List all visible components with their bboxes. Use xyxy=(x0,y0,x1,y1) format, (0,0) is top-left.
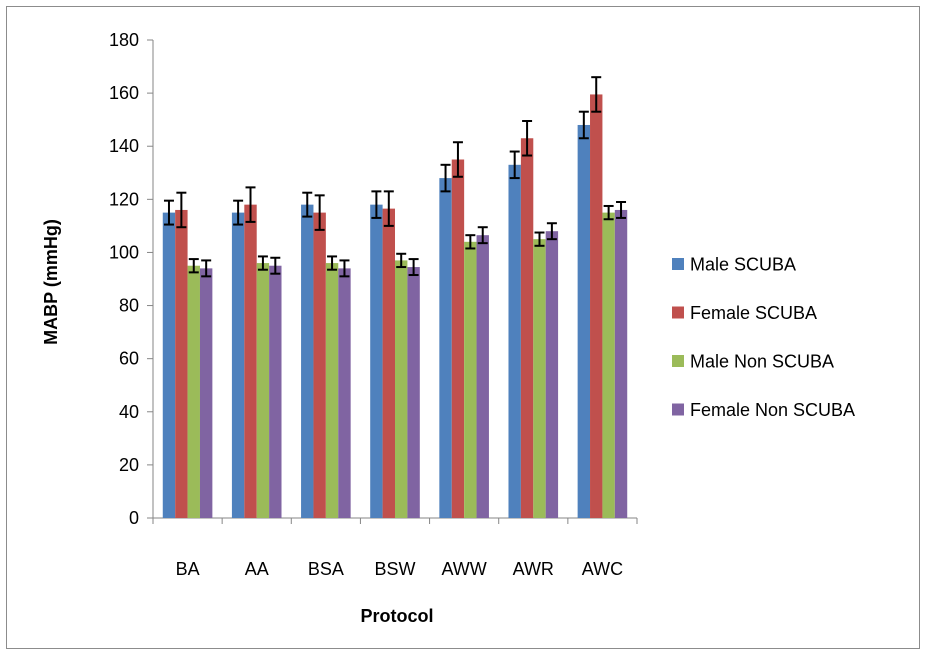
legend-swatch xyxy=(672,306,684,319)
bar xyxy=(199,268,213,518)
bar xyxy=(301,204,314,518)
y-tick-labels: 0 20 40 60 80 100 120 140 160 180 xyxy=(109,30,139,528)
bar xyxy=(476,235,489,518)
bar xyxy=(451,159,465,518)
bar xyxy=(370,204,383,518)
bar xyxy=(439,178,452,519)
bar xyxy=(590,94,603,518)
y-tick-label: 140 xyxy=(109,136,139,156)
error-bars xyxy=(163,76,627,278)
bars xyxy=(162,94,628,519)
bar xyxy=(269,265,282,518)
legend: Male SCUBA Female SCUBA Male Non SCUBA Fema… xyxy=(672,255,855,420)
y-axis-title: MABP (mmHg) xyxy=(41,219,61,345)
x-tick-label: BA xyxy=(176,559,200,579)
x-tick-label: BSW xyxy=(374,559,415,579)
y-tick-label: 120 xyxy=(109,189,139,209)
x-tick-label: AA xyxy=(245,559,269,579)
bar xyxy=(508,164,521,519)
bar xyxy=(577,124,591,518)
legend-swatch xyxy=(672,258,684,270)
bar xyxy=(407,267,420,518)
bar-chart: 0 20 40 60 80 100 120 140 160 180 BA AA BSA BSW AWW AW… xyxy=(41,30,855,626)
bar xyxy=(338,268,351,518)
y-tick-label: 80 xyxy=(119,296,139,316)
bar xyxy=(175,209,188,518)
y-tick-label: 60 xyxy=(119,349,139,369)
bar xyxy=(382,208,395,518)
bar xyxy=(325,263,339,518)
bar xyxy=(395,260,408,518)
legend-label: Male SCUBA xyxy=(690,255,796,275)
bar xyxy=(313,212,326,518)
x-tick-label: AWR xyxy=(513,559,554,579)
x-tick-label: BSA xyxy=(308,559,344,579)
bar xyxy=(162,212,176,518)
bar xyxy=(545,231,559,518)
y-tick-label: 20 xyxy=(119,455,139,475)
y-tick-label: 160 xyxy=(109,83,139,103)
bar xyxy=(244,204,257,518)
y-tick-label: 0 xyxy=(129,508,139,528)
chart-frame: 0 20 40 60 80 100 120 140 160 180 BA AA BSA BSW AWW AW… xyxy=(6,6,920,649)
x-tick-label: AWC xyxy=(582,559,623,579)
bar xyxy=(464,241,477,519)
legend-label: Female Non SCUBA xyxy=(690,400,855,420)
bar xyxy=(602,212,615,518)
legend-label: Male Non SCUBA xyxy=(690,352,834,372)
bar xyxy=(533,239,546,518)
y-tick-label: 180 xyxy=(109,30,139,50)
legend-label: Female SCUBA xyxy=(690,303,817,323)
bar xyxy=(256,263,270,518)
bar xyxy=(520,138,534,518)
x-tick-label: AWW xyxy=(441,559,486,579)
legend-swatch xyxy=(672,355,684,367)
legend-swatch xyxy=(672,403,684,416)
x-axis-title: Protocol xyxy=(360,606,433,626)
bar xyxy=(231,212,245,518)
x-tick-labels: BA AA BSA BSW AWW AWR AWC xyxy=(176,559,624,579)
bar xyxy=(614,209,628,518)
y-tick-label: 100 xyxy=(109,242,139,262)
y-tick-label: 40 xyxy=(119,402,139,422)
bar xyxy=(187,265,200,518)
